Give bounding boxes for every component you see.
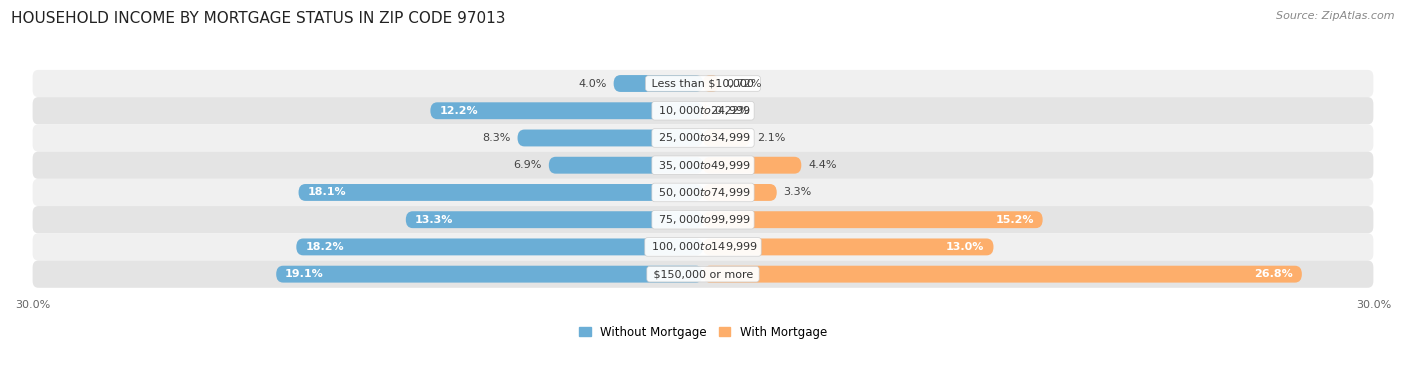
Text: 13.0%: 13.0%: [946, 242, 984, 252]
Text: 4.4%: 4.4%: [808, 160, 837, 170]
Text: 26.8%: 26.8%: [1254, 269, 1294, 279]
FancyBboxPatch shape: [32, 124, 1374, 152]
FancyBboxPatch shape: [517, 130, 703, 146]
Text: $75,000 to $99,999: $75,000 to $99,999: [655, 213, 751, 226]
Legend: Without Mortgage, With Mortgage: Without Mortgage, With Mortgage: [574, 321, 832, 344]
FancyBboxPatch shape: [32, 233, 1374, 260]
Text: 0.22%: 0.22%: [714, 106, 751, 116]
Text: 12.2%: 12.2%: [439, 106, 478, 116]
Text: $50,000 to $74,999: $50,000 to $74,999: [655, 186, 751, 199]
Text: $150,000 or more: $150,000 or more: [650, 269, 756, 279]
FancyBboxPatch shape: [703, 184, 776, 201]
FancyBboxPatch shape: [32, 206, 1374, 233]
FancyBboxPatch shape: [32, 260, 1374, 288]
FancyBboxPatch shape: [32, 179, 1374, 206]
Text: $100,000 to $149,999: $100,000 to $149,999: [648, 240, 758, 253]
Text: 13.3%: 13.3%: [415, 215, 453, 225]
FancyBboxPatch shape: [430, 102, 703, 119]
FancyBboxPatch shape: [703, 211, 1043, 228]
FancyBboxPatch shape: [548, 157, 703, 174]
Text: $35,000 to $49,999: $35,000 to $49,999: [655, 159, 751, 172]
FancyBboxPatch shape: [276, 266, 703, 283]
FancyBboxPatch shape: [613, 75, 703, 92]
FancyBboxPatch shape: [703, 239, 994, 256]
FancyBboxPatch shape: [703, 266, 1302, 283]
Text: 4.0%: 4.0%: [578, 79, 607, 88]
Text: Source: ZipAtlas.com: Source: ZipAtlas.com: [1277, 11, 1395, 21]
FancyBboxPatch shape: [703, 75, 718, 92]
Text: 19.1%: 19.1%: [285, 269, 323, 279]
FancyBboxPatch shape: [702, 102, 710, 119]
FancyBboxPatch shape: [703, 157, 801, 174]
Text: HOUSEHOLD INCOME BY MORTGAGE STATUS IN ZIP CODE 97013: HOUSEHOLD INCOME BY MORTGAGE STATUS IN Z…: [11, 11, 506, 26]
Text: 2.1%: 2.1%: [756, 133, 785, 143]
Text: 6.9%: 6.9%: [513, 160, 543, 170]
FancyBboxPatch shape: [703, 130, 749, 146]
FancyBboxPatch shape: [32, 97, 1374, 124]
FancyBboxPatch shape: [32, 152, 1374, 179]
FancyBboxPatch shape: [406, 211, 703, 228]
Text: 3.3%: 3.3%: [783, 187, 811, 197]
Text: 18.1%: 18.1%: [308, 187, 346, 197]
Text: $25,000 to $34,999: $25,000 to $34,999: [655, 132, 751, 144]
Text: $10,000 to $24,999: $10,000 to $24,999: [655, 104, 751, 117]
FancyBboxPatch shape: [32, 70, 1374, 97]
Text: 8.3%: 8.3%: [482, 133, 510, 143]
FancyBboxPatch shape: [298, 184, 703, 201]
Text: 18.2%: 18.2%: [305, 242, 344, 252]
FancyBboxPatch shape: [297, 239, 703, 256]
Text: Less than $10,000: Less than $10,000: [648, 79, 758, 88]
Text: 15.2%: 15.2%: [995, 215, 1033, 225]
Text: 0.72%: 0.72%: [725, 79, 761, 88]
